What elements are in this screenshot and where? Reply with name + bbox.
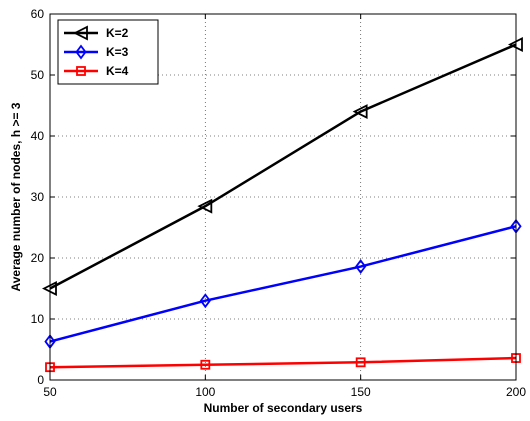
x-tick-label: 150 [351,385,371,399]
axis-ticks: 50 100 150 200 0 10 20 30 40 50 60 [31,7,527,399]
legend-marker [76,66,86,76]
series-k-3 [44,218,522,350]
legend-item: K=4 [64,64,129,78]
data-point-marker [200,359,211,370]
legend: K=2 K=3 K=4 [57,19,159,85]
grid-lines [50,14,516,380]
y-tick-label: 30 [31,190,45,204]
legend-marker [72,25,88,41]
data-point-marker [199,293,211,309]
legend-marker [75,44,87,60]
legend-label: K=2 [106,26,129,40]
x-tick-label: 200 [506,385,526,399]
legend-label: K=3 [106,45,129,59]
data-point-marker [352,104,368,120]
y-tick-label: 60 [31,7,45,21]
y-tick-label: 40 [31,129,45,143]
series-k-4 [45,353,521,373]
series-line [49,356,517,369]
data-point-marker [355,259,367,275]
y-tick-label: 0 [37,373,44,387]
data-point-marker [197,198,213,214]
y-tick-label: 50 [31,68,45,82]
x-tick-label: 50 [43,385,57,399]
y-axis-label: Average number of nodes, h >= 3 [9,102,23,291]
y-tick-label: 20 [31,251,45,265]
series-line [49,43,517,290]
legend-label: K=4 [106,64,129,78]
x-axis-label: Number of secondary users [204,401,363,415]
series-line [49,225,517,343]
legend-item: K=3 [64,44,129,60]
y-tick-label: 10 [31,312,45,326]
data-point-marker [355,357,366,368]
x-tick-label: 100 [195,385,215,399]
legend-item: K=2 [64,25,129,41]
